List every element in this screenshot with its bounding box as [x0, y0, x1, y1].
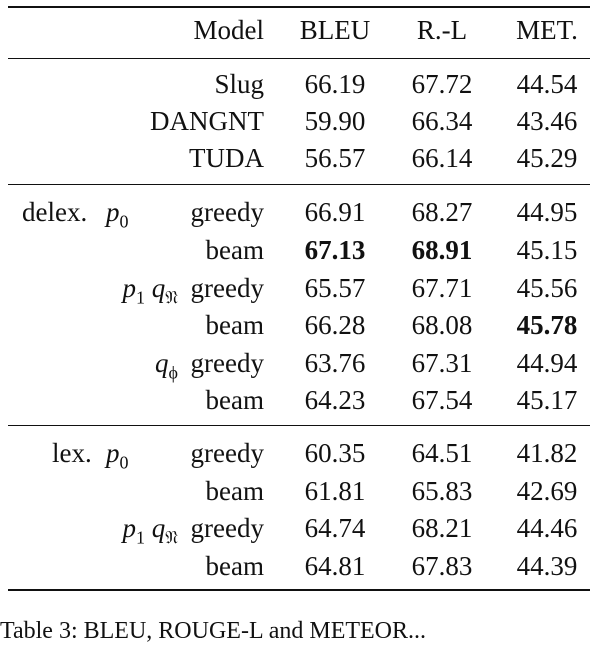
top-rule — [8, 6, 590, 8]
section-rule-1 — [8, 184, 590, 185]
decode-method: greedy — [190, 273, 264, 303]
section-rule-2 — [8, 425, 590, 426]
bleu-value: 61.81 — [304, 476, 366, 506]
bleu-value: 65.57 — [304, 273, 366, 303]
bleu-value: 56.57 — [304, 143, 366, 173]
decode-method: greedy — [190, 348, 264, 378]
rouge-value: 68.21 — [411, 513, 473, 543]
decode-method: beam — [205, 385, 264, 415]
delex-label: delex. — [22, 197, 88, 227]
bleu-value: 64.81 — [304, 551, 366, 581]
header-rule — [8, 58, 590, 59]
rouge-value: 68.27 — [411, 197, 473, 227]
rouge-value: 68.91 — [411, 235, 473, 265]
header-rouge: R.-L — [416, 15, 468, 45]
header-meteor: MET. — [516, 15, 578, 45]
setting-label: p1 q𝔑 — [122, 513, 178, 548]
decode-method: beam — [205, 551, 264, 581]
setting-label: p1 q𝔑 — [122, 273, 178, 308]
decode-method: greedy — [190, 513, 264, 543]
table-caption: Table 3: BLEU, ROUGE-L and METEOR... — [0, 618, 427, 644]
meteor-value: 45.56 — [516, 273, 578, 303]
meteor-value: 45.17 — [516, 385, 578, 415]
rouge-value: 68.08 — [411, 310, 473, 340]
decode-method: greedy — [190, 438, 264, 468]
bleu-value: 64.23 — [304, 385, 366, 415]
bleu-value: 66.19 — [304, 69, 366, 99]
rouge-value: 67.54 — [411, 385, 473, 415]
rouge-value: 64.51 — [411, 438, 473, 468]
bleu-value: 66.91 — [304, 197, 366, 227]
rouge-value: 66.14 — [411, 143, 473, 173]
meteor-value: 41.82 — [516, 438, 578, 468]
decode-method: greedy — [190, 197, 264, 227]
decode-method: beam — [205, 476, 264, 506]
meteor-value: 45.78 — [516, 310, 578, 340]
meteor-value: 45.29 — [516, 143, 578, 173]
bleu-value: 59.90 — [304, 106, 366, 136]
bleu-value: 63.76 — [304, 348, 366, 378]
lex-label: lex. — [52, 438, 92, 468]
rouge-value: 67.31 — [411, 348, 473, 378]
meteor-value: 44.39 — [516, 551, 578, 581]
model-name: DANGNT — [150, 106, 264, 136]
header-bleu: BLEU — [299, 15, 371, 45]
rouge-value: 66.34 — [411, 106, 473, 136]
decode-method: beam — [205, 310, 264, 340]
rouge-value: 67.71 — [411, 273, 473, 303]
meteor-value: 44.46 — [516, 513, 578, 543]
setting-label: p0 — [106, 438, 129, 473]
bleu-value: 67.13 — [304, 235, 366, 265]
bleu-value: 64.74 — [304, 513, 366, 543]
bleu-value: 60.35 — [304, 438, 366, 468]
decode-method: beam — [205, 235, 264, 265]
meteor-value: 44.54 — [516, 69, 578, 99]
meteor-value: 42.69 — [516, 476, 578, 506]
rouge-value: 67.72 — [411, 69, 473, 99]
meteor-value: 43.46 — [516, 106, 578, 136]
rouge-value: 67.83 — [411, 551, 473, 581]
setting-label: qϕ — [155, 348, 178, 383]
meteor-value: 45.15 — [516, 235, 578, 265]
header-model: Model — [193, 15, 265, 45]
model-name: TUDA — [189, 143, 264, 173]
bleu-value: 66.28 — [304, 310, 366, 340]
meteor-value: 44.95 — [516, 197, 578, 227]
bottom-rule — [8, 589, 590, 591]
setting-label: p0 — [106, 197, 129, 232]
meteor-value: 44.94 — [516, 348, 578, 378]
model-name: Slug — [214, 69, 264, 99]
rouge-value: 65.83 — [411, 476, 473, 506]
